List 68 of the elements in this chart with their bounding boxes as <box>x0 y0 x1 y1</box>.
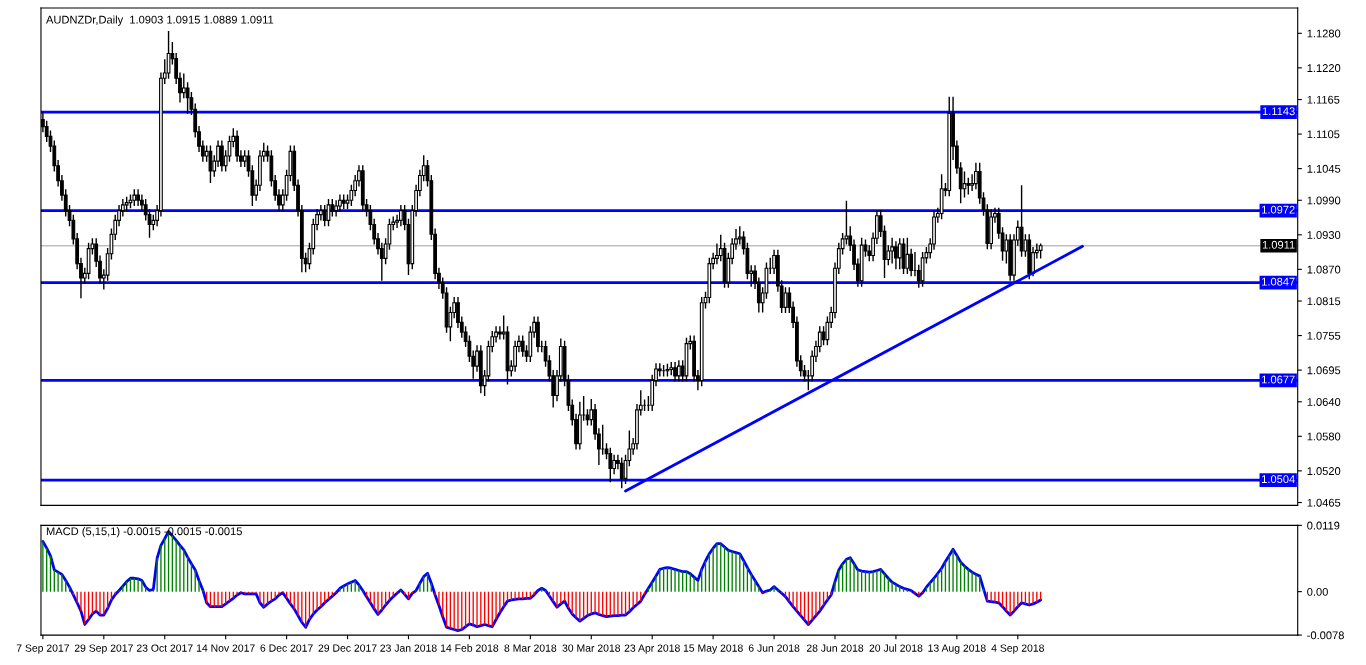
candlestick <box>608 447 613 484</box>
candlestick <box>619 456 624 489</box>
candlestick <box>166 30 171 80</box>
y-tick-label: 1.1105 <box>1307 130 1340 139</box>
y-tick-label: 1.0640 <box>1307 398 1341 406</box>
ref-line-label: 1.0972 <box>1262 205 1295 214</box>
ref-line-label: 1.0504 <box>1262 475 1295 484</box>
x-tick-label: 28 Jun 2018 <box>806 644 864 652</box>
y-tick-label: 1.0870 <box>1307 265 1341 274</box>
candlestick <box>185 81 190 115</box>
x-tick-label: 13 Aug 2018 <box>928 644 986 654</box>
y-tick-label: 1.0580 <box>1307 432 1341 441</box>
y-tick-label: 1.1280 <box>1307 29 1341 38</box>
y-tick-label: 1.0465 <box>1307 498 1341 507</box>
candlestick <box>890 236 895 265</box>
y-tick-label: 1.0930 <box>1307 231 1341 239</box>
x-tick-label: 30 Mar 2018 <box>562 644 621 652</box>
candlestick <box>612 454 617 476</box>
ref-line-label: 1.0847 <box>1262 277 1295 286</box>
x-tick-label: 23 Oct 2017 <box>136 644 193 652</box>
x-tick-label: 23 Apr 2018 <box>624 644 680 654</box>
candlestick <box>208 144 213 184</box>
x-tick-label: 14 Feb 2018 <box>440 644 499 652</box>
x-tick-label: 8 Mar 2018 <box>504 644 557 652</box>
y-tick-label: 1.1220 <box>1307 64 1341 72</box>
candlestick <box>920 251 925 288</box>
chart-title: MACD (5,15,1) -0.0015 -0.0015 -0.0015 <box>46 527 242 538</box>
y-tick-label: 1.0755 <box>1307 331 1341 340</box>
y-tick-label: 1.1045 <box>1307 164 1341 173</box>
x-tick-label: 23 Jan 2018 <box>380 644 437 652</box>
candlestick <box>219 139 224 173</box>
y-tick-label: 1.0695 <box>1307 366 1341 375</box>
candlestick <box>398 204 403 227</box>
candlestick <box>737 225 742 246</box>
x-tick-label: 14 Nov 2017 <box>196 644 255 652</box>
x-tick-label: 6 Jun 2018 <box>748 644 800 652</box>
y-tick-label: -0.0078 <box>1307 631 1344 640</box>
y-tick-label: 0.0119 <box>1307 521 1340 530</box>
x-tick-label: 4 Sep 2018 <box>991 644 1044 654</box>
x-tick-label: 6 Dec 2017 <box>260 644 313 652</box>
x-tick-label: 20 Jul 2018 <box>869 644 923 652</box>
candlestick <box>894 240 898 271</box>
ref-line-label: 1.0677 <box>1262 375 1295 384</box>
candlestick <box>334 199 339 218</box>
candlestick <box>657 362 662 378</box>
candlestick <box>1019 184 1024 258</box>
y-tick-label: 1.0815 <box>1307 297 1341 306</box>
text: AUDNZDr,Daily 1.0903 1.0915 1.0889 1.0911 <box>46 15 274 26</box>
candlestick <box>905 236 910 275</box>
candlestick <box>181 72 186 100</box>
x-tick-label: 29 Sep 2017 <box>74 644 133 654</box>
x-tick-label: 7 Sep 2017 <box>16 644 70 654</box>
candlestick <box>676 359 681 383</box>
y-tick-label: 1.0520 <box>1307 467 1341 475</box>
candlestick <box>235 129 239 163</box>
candlestick <box>897 237 902 271</box>
candlestick <box>513 340 517 373</box>
y-tick-label: 1.1165 <box>1307 95 1340 104</box>
x-tick-label: 15 May 2018 <box>683 644 743 654</box>
y-tick-label: 0.00 <box>1307 587 1328 596</box>
candlestick <box>673 361 677 383</box>
candlestick <box>600 424 605 456</box>
candlestick <box>322 204 327 227</box>
ref-line-label: 1.0911 <box>1262 240 1295 249</box>
ref-line-label: 1.1143 <box>1262 107 1295 116</box>
y-tick-label: 1.0990 <box>1307 196 1341 205</box>
candlestick <box>497 325 502 341</box>
x-tick-label: 29 Dec 2017 <box>318 644 377 652</box>
